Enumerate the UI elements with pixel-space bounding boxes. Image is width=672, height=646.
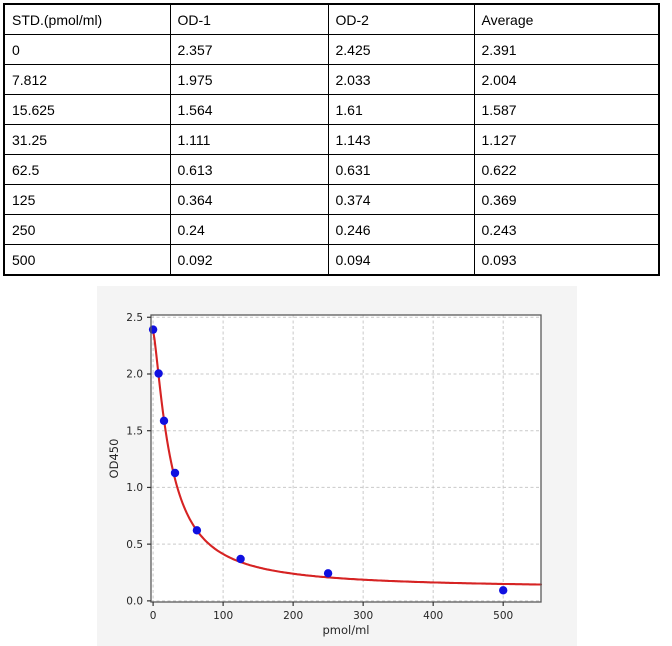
table-cell: 250: [3, 214, 171, 245]
data-point: [170, 468, 180, 478]
table-cell: 1.143: [327, 124, 475, 155]
x-axis-label: pmol/ml: [322, 623, 369, 637]
data-point: [499, 586, 508, 595]
table-cell: 1.111: [169, 124, 329, 155]
table-cell: 125: [3, 184, 171, 215]
x-tick-label: 100: [213, 610, 233, 622]
data-point: [154, 369, 163, 378]
table-cell: 0.374: [327, 184, 475, 215]
table-cell: 1.564: [169, 94, 329, 125]
data-point: [323, 569, 333, 578]
table-cell: 0.092: [169, 244, 329, 276]
table-cell: 0.243: [473, 214, 660, 245]
table-cell: 0.631: [327, 154, 475, 185]
y-tick-label: 1.5: [126, 425, 143, 437]
table-row: 7.812 1.975 2.033 2.004: [3, 64, 660, 95]
plot-border: [150, 314, 542, 603]
table-cell: 0.093: [473, 244, 660, 276]
table-cell: 7.812: [3, 64, 171, 95]
table-cell: 2.425: [327, 34, 475, 65]
table-cell: 2.357: [169, 34, 329, 65]
fit-curve: [152, 329, 543, 586]
table-row: 250 0.24 0.246 0.243: [3, 214, 660, 245]
y-tick-label: 0.5: [126, 539, 143, 551]
table-cell: 2.033: [327, 64, 475, 95]
x-tick-label: 300: [353, 610, 373, 622]
y-tick-label: 1.0: [126, 482, 143, 494]
data-point: [236, 554, 245, 564]
table-row: 15.625 1.564 1.61 1.587: [3, 94, 660, 125]
table-cell: 0.364: [169, 184, 329, 215]
x-tick-label: 200: [283, 610, 303, 622]
table-cell: 15.625: [3, 94, 171, 125]
table-cell: 500: [3, 244, 171, 276]
table-cell: 2.004: [473, 64, 660, 95]
table-row: 125 0.364 0.374 0.369: [3, 184, 660, 215]
table-cell: 1.975: [169, 64, 329, 95]
plot-area: [151, 315, 541, 602]
x-tick-label: 0: [150, 610, 157, 622]
table-cell: 1.587: [473, 94, 660, 125]
y-axis: 0.0 0.5 1.0 1.5 2.0 2.5: [126, 312, 151, 608]
x-tick-label: 400: [423, 610, 443, 622]
table-cell: 2.391: [473, 34, 660, 65]
table-cell: 0.246: [327, 214, 475, 245]
data-point: [148, 325, 158, 334]
x-tick-label: 500: [493, 610, 513, 622]
table-cell: 1.61: [327, 94, 475, 125]
table-row: 0 2.357 2.425 2.391: [3, 34, 660, 65]
table-cell: 0.24: [169, 214, 329, 245]
table-cell: 0: [3, 34, 171, 65]
x-axis: 0 100 200 300 400 500: [150, 602, 513, 622]
table-row: 500 0.092 0.094 0.093: [3, 244, 660, 276]
data-point: [192, 526, 202, 535]
standards-table-body: 0 2.357 2.425 2.391 7.812 1.975 2.033 2.004 15.6…: [3, 34, 660, 276]
chart-canvas: 0 100 200 300 400 500 0.0 0.5 1.0 1.5 2.0 2.5 pmol/m…: [107, 312, 543, 637]
column-header: OD-2: [327, 3, 475, 35]
table-cell: 62.5: [3, 154, 171, 185]
column-header: STD.(pmol/ml): [3, 3, 171, 35]
table-cell: 0.622: [473, 154, 660, 185]
table-cell: 0.613: [169, 154, 329, 185]
column-header: OD-1: [169, 3, 329, 35]
column-header: Average: [473, 3, 660, 35]
standard-curve-chart: 0 100 200 300 400 500 0.0 0.5 1.0 1.5 2.0 2.5 pmol/m…: [97, 286, 577, 646]
y-axis-label: OD450: [107, 439, 121, 479]
y-tick-label: 2.5: [126, 312, 143, 324]
table-cell: 0.369: [473, 184, 660, 215]
table-cell: 1.127: [473, 124, 660, 155]
table-cell: 0.094: [327, 244, 475, 276]
standards-table-header: STD.(pmol/ml) OD-1 OD-2 Average: [3, 3, 660, 35]
y-tick-label: 0.0: [126, 596, 143, 608]
table-header-row: STD.(pmol/ml) OD-1 OD-2 Average: [3, 3, 660, 35]
table-row: 62.5 0.613 0.631 0.622: [3, 154, 660, 185]
table-cell: 31.25: [3, 124, 171, 155]
y-tick-label: 2.0: [126, 369, 143, 381]
standards-table: STD.(pmol/ml) OD-1 OD-2 Average 0 2.357 2.425…: [3, 3, 660, 276]
table-row: 31.25 1.111 1.143 1.127: [3, 124, 660, 155]
data-point: [159, 416, 169, 425]
